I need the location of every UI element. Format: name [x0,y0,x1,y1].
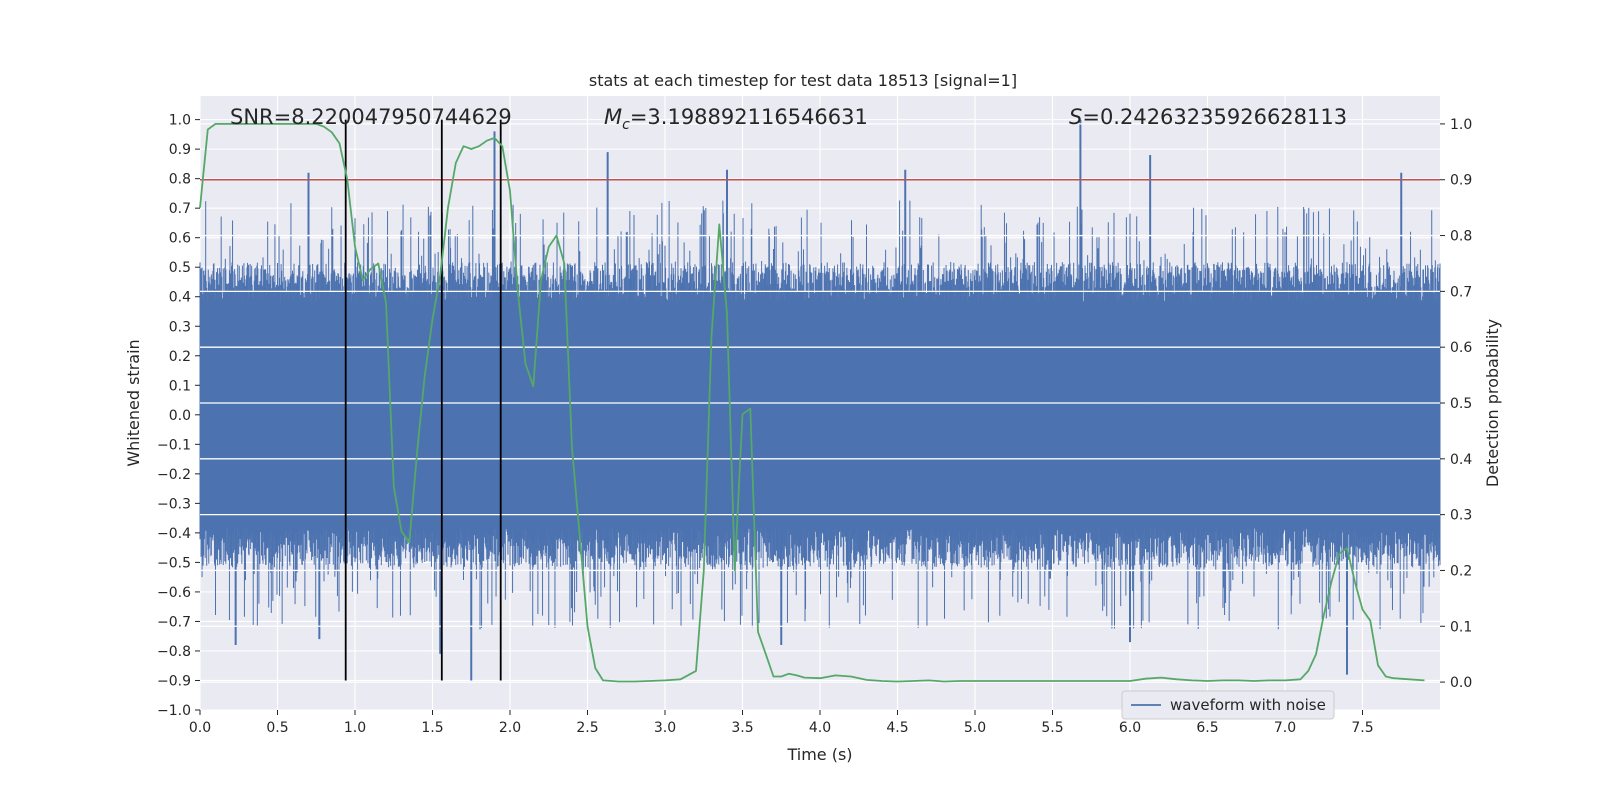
y2-tick-label: 1.0 [1450,117,1472,133]
x-tick-label: 2.5 [576,720,598,736]
y-tick-label: 0.3 [169,319,191,335]
y2-axis-label: Detection probability [1483,319,1502,487]
x-ticks: 0.0 0.5 1.0 1.5 2.0 2.5 3.0 3.5 4.0 4.5 5.0 5.5 6.0 6… [189,710,1374,736]
y-tick-label: −0.9 [157,673,191,689]
waveform-band [199,199,1441,630]
x-tick-label: 3.0 [654,720,676,736]
y2-tick-label: 0.8 [1450,229,1472,245]
probability-series [199,123,1425,683]
x-tick-label: 1.5 [421,720,443,736]
y-tick-label: −0.3 [157,496,191,512]
y2-tick-label: 0.2 [1450,563,1472,579]
y-tick-label: 1.0 [169,113,191,129]
x-tick-label: 0.0 [189,720,211,736]
x-tick-label: 6.0 [1119,720,1141,736]
snr-annotation: SNR=8.220047950744629 [230,105,512,129]
chirp-mass-subscript: c [622,117,630,133]
x-tick-label: 0.5 [266,720,288,736]
y-tick-label: −0.4 [157,526,191,542]
x-tick-label: 1.0 [344,720,366,736]
probability-line [199,123,1425,683]
y-tick-label: 0.7 [169,201,191,217]
x-tick-label: 5.5 [1041,720,1063,736]
x-tick-label: 3.5 [731,720,753,736]
s-value: =0.24263235926628113 [1082,105,1347,129]
y-tick-label: −1.0 [157,703,191,719]
y2-tick-label: 0.5 [1450,396,1472,412]
y-tick-label: −0.7 [157,614,191,630]
y-ticks: 1.0 0.9 0.8 0.7 0.6 0.5 0.4 0.3 0.2 0.1 0.0 −0.1 −0.… [157,113,200,719]
y-tick-label: −0.2 [157,467,191,483]
y-tick-label: 0.8 [169,172,191,188]
y2-tick-label: 0.3 [1450,508,1472,524]
s-annotation: S=0.24263235926628113 [1069,105,1347,129]
waveform-series [199,119,1441,681]
y2-tick-label: 0.0 [1450,675,1472,691]
y-axis-label: Whitened strain [124,339,143,466]
y2-tick-label: 0.4 [1450,452,1472,468]
x-tick-label: 7.0 [1274,720,1296,736]
y-tick-label: −0.6 [157,585,191,601]
x-tick-label: 4.0 [809,720,831,736]
y-tick-label: 0.1 [169,378,191,394]
s-symbol: S [1069,105,1082,129]
event-lines [344,119,502,681]
y2-tick-label: 0.7 [1450,284,1472,300]
y-tick-label: 0.4 [169,290,191,306]
x-tick-label: 7.5 [1351,720,1373,736]
chirp-mass-annotation: Mc=3.198892116546631 [604,105,868,133]
y2-tick-label: 0.1 [1450,619,1472,635]
y2-ticks: 1.0 0.9 0.8 0.7 0.6 0.5 0.4 0.3 0.2 0.1 0.0 [1440,117,1472,691]
x-tick-label: 5.0 [964,720,986,736]
y-tick-label: −0.8 [157,644,191,660]
y-tick-label: 0.2 [169,349,191,365]
x-tick-label: 2.0 [499,720,521,736]
y-tick-label: 0.0 [169,408,191,424]
y-tick-label: 0.9 [169,142,191,158]
y-tick-label: 0.5 [169,260,191,276]
y-tick-label: −0.1 [157,437,191,453]
y2-tick-label: 0.9 [1450,173,1472,189]
y2-tick-label: 0.6 [1450,340,1472,356]
legend-box [1121,690,1335,720]
legend: waveform with noise [1121,690,1335,720]
y-tick-label: 0.6 [169,231,191,247]
chirp-mass-symbol: M [604,105,622,129]
x-tick-label: 6.5 [1196,720,1218,736]
y-tick-label: −0.5 [157,555,191,571]
chart-title: stats at each timestep for test data 185… [589,71,1017,90]
x-tick-label: 4.5 [886,720,908,736]
chirp-mass-value: =3.198892116546631 [630,105,868,129]
legend-label: waveform with noise [1170,696,1326,714]
x-axis-label: Time (s) [786,745,852,764]
